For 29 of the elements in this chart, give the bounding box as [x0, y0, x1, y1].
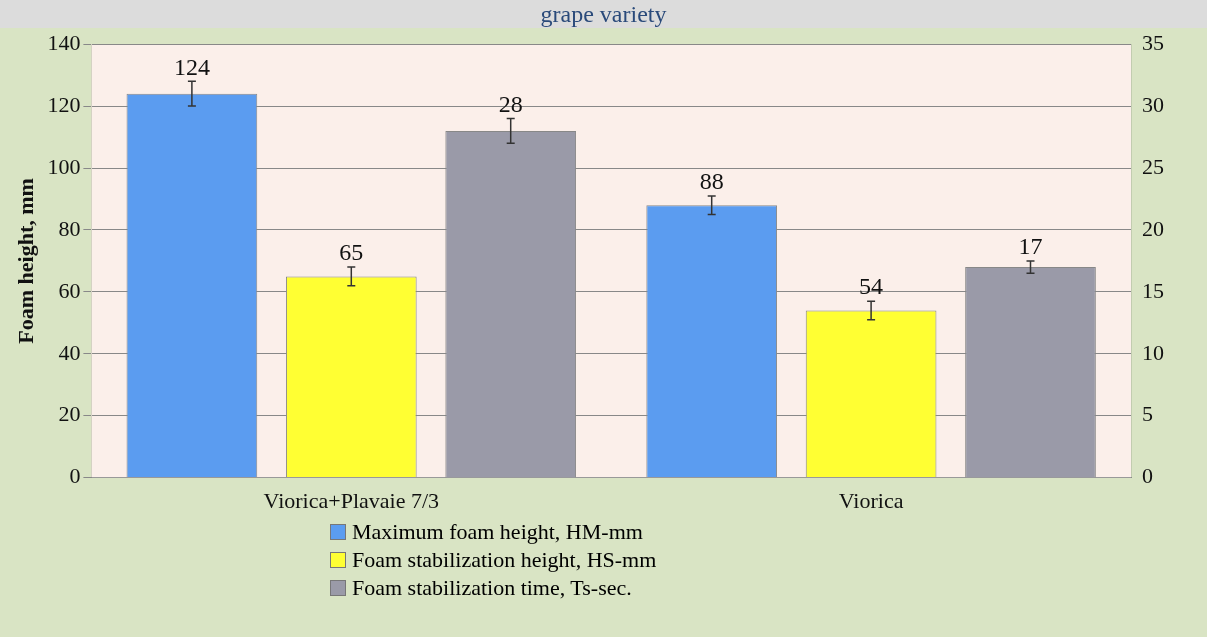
x-tick-label: Viorica — [838, 487, 904, 513]
y2-tick-label: 0 — [1142, 463, 1153, 489]
y2-tick-label: 35 — [1142, 29, 1164, 55]
y2-tick-label: 10 — [1142, 339, 1164, 365]
y2-tick-label: 25 — [1142, 153, 1164, 179]
y2-tick-label: 30 — [1142, 91, 1164, 117]
y-tick-label: 60 — [58, 277, 81, 303]
y2-tick-label: 15 — [1142, 277, 1164, 303]
data-label: 124 — [173, 53, 210, 80]
y-tick-label: 120 — [47, 91, 81, 117]
legend-label: Maximum foam height, HM-mm — [352, 519, 643, 545]
x-tick-label: Viorica+Plavaie 7/3 — [263, 487, 440, 513]
data-label: 88 — [699, 168, 724, 195]
y-tick-label: 140 — [47, 29, 81, 55]
chart-title: grape variety — [0, 0, 1207, 28]
legend-label: Foam stabilization time, Ts-sec. — [352, 575, 632, 601]
y-tick-label: 20 — [58, 401, 81, 427]
data-label: 65 — [339, 239, 364, 266]
y-tick-label: 100 — [47, 153, 81, 179]
y2-tick-label: 20 — [1142, 215, 1164, 241]
y-axis-title: Foam height, mm — [12, 178, 38, 344]
data-label: 54 — [859, 273, 884, 300]
y-tick-label: 80 — [58, 215, 81, 241]
y-tick-label: 40 — [58, 339, 81, 365]
data-label: 28 — [498, 90, 523, 117]
y2-tick-label: 5 — [1142, 401, 1153, 427]
data-label: 17 — [1018, 233, 1043, 260]
legend-label: Foam stabilization height, HS-mm — [352, 547, 657, 573]
y-tick-label: 0 — [69, 463, 81, 489]
